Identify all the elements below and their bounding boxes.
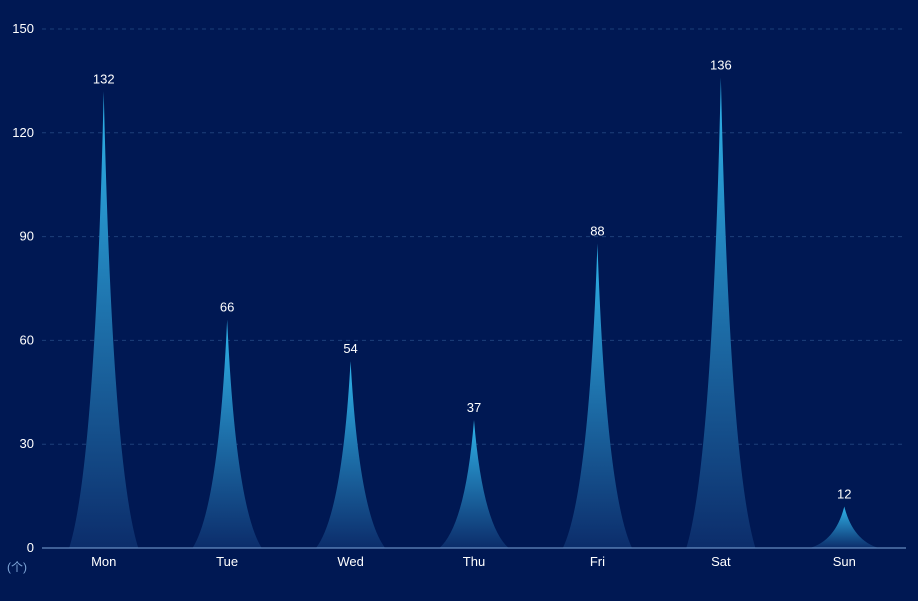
x-tick-label-thu: Thu bbox=[463, 554, 485, 569]
x-tick-label-fri: Fri bbox=[590, 554, 605, 569]
bar-wed[interactable] bbox=[316, 361, 386, 548]
bar-tue[interactable] bbox=[192, 319, 262, 548]
x-tick-label-mon: Mon bbox=[91, 554, 116, 569]
y-tick-label: 120 bbox=[12, 125, 34, 140]
data-label-wed: 54 bbox=[343, 341, 357, 356]
data-label-sat: 136 bbox=[710, 57, 732, 72]
y-axis-ticks: 0 30 60 90 120 150 bbox=[12, 21, 34, 555]
x-tick-label-sun: Sun bbox=[833, 554, 856, 569]
bar-fri[interactable] bbox=[562, 243, 632, 548]
y-tick-label: 60 bbox=[20, 332, 34, 347]
bar-sun[interactable] bbox=[809, 506, 879, 548]
bar-mon[interactable] bbox=[69, 91, 139, 548]
bar-thu[interactable] bbox=[439, 419, 509, 548]
data-label-thu: 37 bbox=[467, 400, 481, 415]
data-label-mon: 132 bbox=[93, 71, 115, 86]
x-axis-ticks: Mon Tue Wed Thu Fri Sat Sun bbox=[91, 554, 856, 569]
data-label-fri: 88 bbox=[590, 224, 604, 239]
bar-sat[interactable] bbox=[686, 77, 756, 548]
y-tick-label: 90 bbox=[20, 229, 34, 244]
y-tick-label: 0 bbox=[27, 540, 34, 555]
y-axis-unit-label: (个) bbox=[7, 560, 27, 574]
data-label-tue: 66 bbox=[220, 300, 234, 315]
data-label-sun: 12 bbox=[837, 486, 851, 501]
data-labels: 132 66 54 37 88 136 12 bbox=[93, 57, 852, 501]
y-tick-label: 150 bbox=[12, 21, 34, 36]
bars bbox=[69, 77, 879, 548]
y-tick-label: 30 bbox=[20, 436, 34, 451]
grid-lines bbox=[42, 28, 906, 445]
x-tick-label-wed: Wed bbox=[337, 554, 364, 569]
x-tick-label-sat: Sat bbox=[711, 554, 731, 569]
x-tick-label-tue: Tue bbox=[216, 554, 238, 569]
